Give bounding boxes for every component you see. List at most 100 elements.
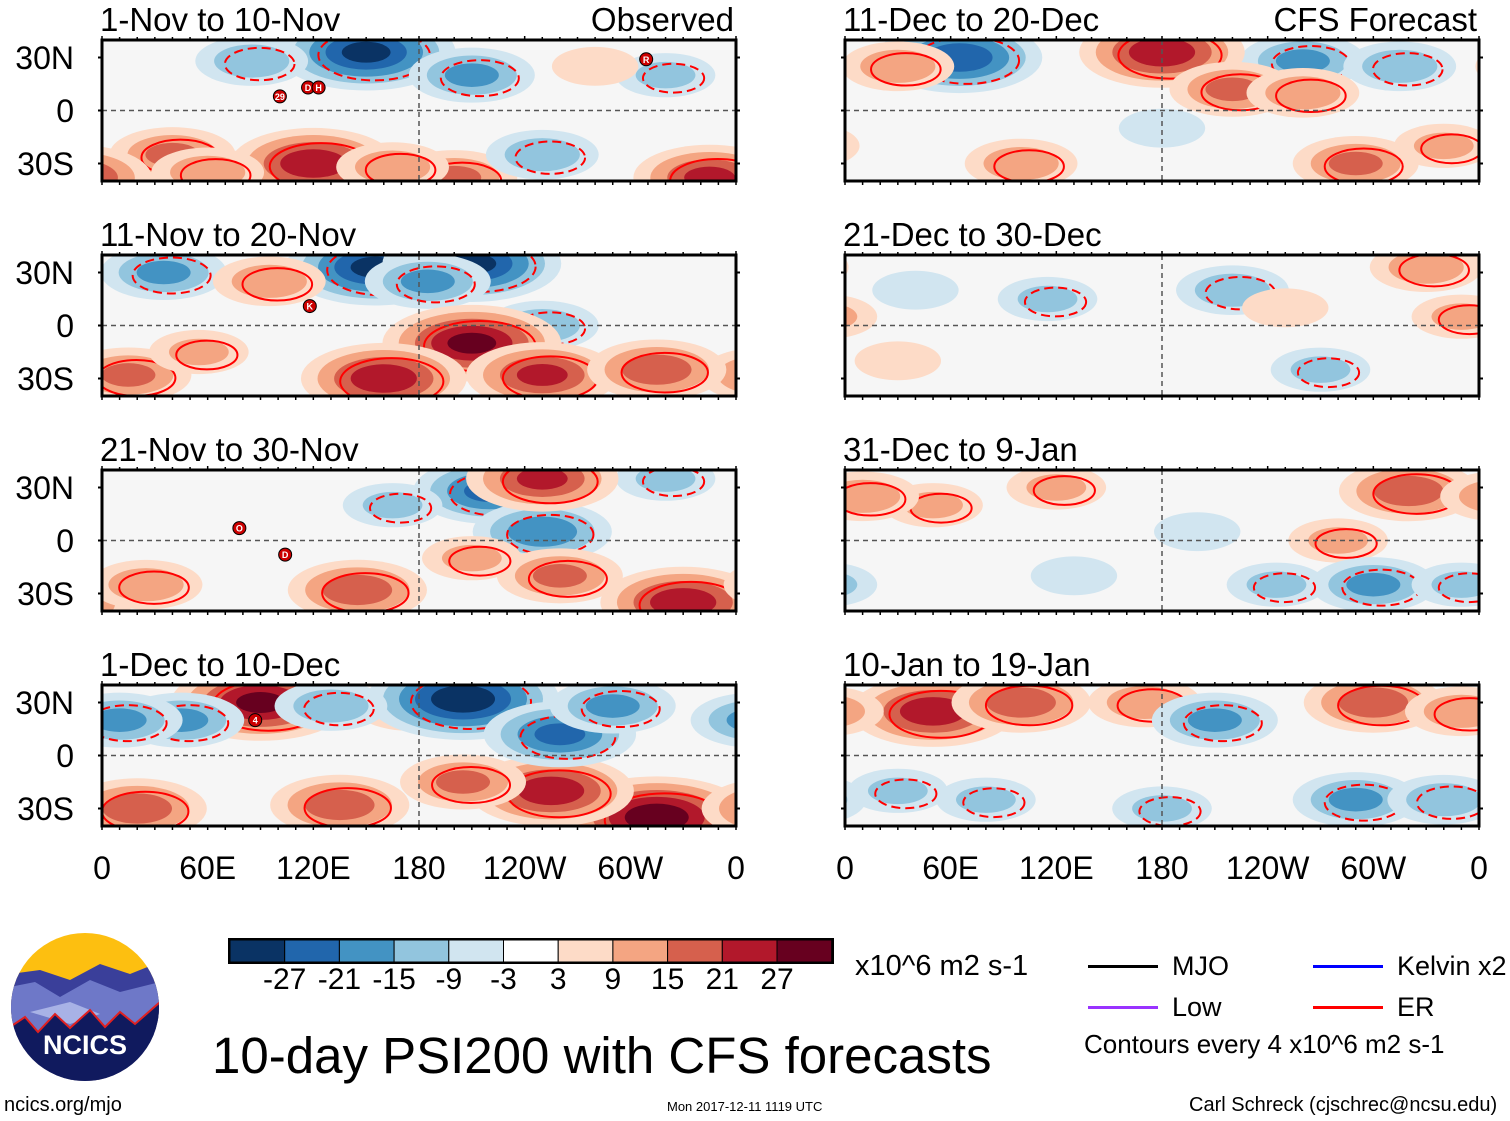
er-contour bbox=[638, 580, 736, 611]
anomaly-shading bbox=[304, 789, 375, 821]
er-contour bbox=[339, 357, 445, 396]
er-contour bbox=[1296, 357, 1361, 389]
panel-title: 10-Jan to 19-Jan bbox=[843, 646, 1091, 683]
lon-tick-label: 60E bbox=[179, 850, 237, 886]
timestamp: Mon 2017-12-11 1119 UTC bbox=[667, 1099, 823, 1114]
anomaly-shading bbox=[621, 354, 692, 385]
anomaly-shading bbox=[854, 341, 942, 381]
er-contour bbox=[641, 62, 706, 94]
panel-tag: CFS Forecast bbox=[1273, 1, 1477, 38]
anomaly-shading bbox=[899, 697, 967, 726]
anomaly-shading bbox=[504, 138, 580, 172]
anomaly-shading bbox=[136, 260, 191, 285]
anomaly-shading bbox=[516, 364, 568, 386]
anomaly-shading bbox=[1154, 512, 1241, 552]
lat-tick-label: 0 bbox=[56, 93, 74, 129]
anomaly-shading bbox=[635, 470, 696, 492]
lat-tick-label: 30S bbox=[17, 791, 74, 827]
lon-tick-label: 0 bbox=[1470, 850, 1488, 886]
lat-tick-label: 30S bbox=[17, 146, 74, 182]
figure-title: 10-day PSI200 with CFS forecasts bbox=[212, 1027, 992, 1084]
storm-marker[interactable]: R bbox=[639, 52, 654, 67]
anomaly-shading bbox=[986, 687, 1056, 718]
anomaly-shading bbox=[1406, 783, 1479, 817]
contours-note: Contours every 4 x10^6 m2 s-1 bbox=[1084, 1029, 1445, 1059]
er-contour bbox=[326, 255, 440, 297]
colorbar-swatch bbox=[284, 939, 340, 963]
anomaly-shading bbox=[236, 692, 285, 713]
anomaly-shading bbox=[1328, 787, 1383, 812]
er-contour bbox=[179, 158, 252, 181]
colorbar-swatch bbox=[557, 939, 614, 963]
panel-title: 11-Nov to 20-Nov bbox=[100, 216, 357, 253]
anomaly-shading bbox=[708, 702, 736, 739]
er-contour bbox=[914, 40, 1021, 85]
anomaly-shading bbox=[845, 573, 858, 596]
lat-tick-label: 0 bbox=[56, 308, 74, 344]
map-panel bbox=[841, 466, 1483, 615]
anomaly-shading bbox=[214, 44, 290, 78]
er-contour bbox=[1371, 52, 1444, 87]
lon-tick-label: 120E bbox=[275, 850, 351, 886]
anomaly-shading bbox=[719, 791, 736, 826]
er-contour bbox=[317, 40, 431, 82]
anomaly-shading bbox=[1030, 556, 1118, 596]
anomaly-shading bbox=[102, 793, 173, 824]
anomaly-shading bbox=[293, 689, 369, 723]
storm-marker[interactable]: D bbox=[278, 547, 293, 562]
anomaly-shading bbox=[1205, 77, 1260, 102]
storm-marker[interactable]: H bbox=[311, 80, 326, 95]
anomaly-shading bbox=[1388, 255, 1464, 284]
colorbar-tick-label: 3 bbox=[549, 963, 567, 996]
anomaly-shading bbox=[436, 770, 491, 794]
lon-tick-label: 60W bbox=[597, 850, 664, 886]
er-contour bbox=[580, 690, 661, 729]
svg-text:O: O bbox=[236, 524, 243, 534]
er-contour bbox=[620, 351, 709, 394]
er-contour bbox=[1182, 704, 1263, 743]
legend-line bbox=[1313, 965, 1383, 968]
lat-tick-label: 30S bbox=[17, 361, 74, 397]
anomaly-shading bbox=[845, 41, 955, 92]
panel-tag: Observed bbox=[590, 1, 734, 38]
er-contour bbox=[1420, 133, 1479, 165]
anomaly-shading bbox=[1459, 481, 1479, 511]
lon-tick-label: 180 bbox=[1135, 850, 1189, 886]
svg-text:R: R bbox=[643, 55, 650, 65]
colorbar-tick-label: -3 bbox=[490, 963, 517, 996]
anomaly-shading bbox=[723, 569, 736, 601]
svg-text:H: H bbox=[315, 83, 322, 93]
er-contour bbox=[448, 545, 512, 577]
anomaly-shading bbox=[1187, 708, 1242, 732]
map-panel bbox=[841, 681, 1483, 830]
lat-tick-label: 30N bbox=[15, 470, 74, 506]
lon-tick-label: 120W bbox=[1225, 850, 1310, 886]
er-contour bbox=[870, 52, 942, 87]
anomaly-shading bbox=[1118, 108, 1206, 148]
storm-marker[interactable]: K bbox=[302, 299, 317, 314]
anomaly-shading bbox=[845, 687, 884, 735]
er-contour bbox=[1117, 40, 1223, 80]
anomaly-shading bbox=[845, 305, 858, 328]
er-contour bbox=[1023, 286, 1088, 318]
colorbar-tick-label: -21 bbox=[317, 963, 362, 996]
anomaly-shading bbox=[845, 479, 901, 513]
anomaly-shading bbox=[1482, 769, 1483, 813]
anomaly-shading bbox=[845, 295, 878, 338]
logo-text: NCICS bbox=[43, 1030, 127, 1060]
storm-marker[interactable]: 4 bbox=[248, 713, 263, 728]
storm-marker[interactable]: 29 bbox=[272, 89, 287, 104]
colorbar bbox=[228, 938, 834, 964]
er-contour bbox=[102, 704, 168, 743]
storm-marker[interactable]: O bbox=[232, 521, 247, 536]
anomaly-shading bbox=[1328, 151, 1383, 176]
er-contour bbox=[1275, 78, 1347, 114]
er-contour bbox=[1437, 572, 1479, 604]
svg-text:29: 29 bbox=[275, 92, 285, 102]
colorbar-tick-label: -9 bbox=[435, 963, 463, 996]
er-contour bbox=[410, 685, 533, 730]
er-contour bbox=[175, 339, 239, 371]
legend-line bbox=[1313, 1006, 1383, 1009]
anomaly-shading bbox=[170, 155, 246, 181]
source-url[interactable]: ncics.org/mjo bbox=[4, 1094, 122, 1116]
